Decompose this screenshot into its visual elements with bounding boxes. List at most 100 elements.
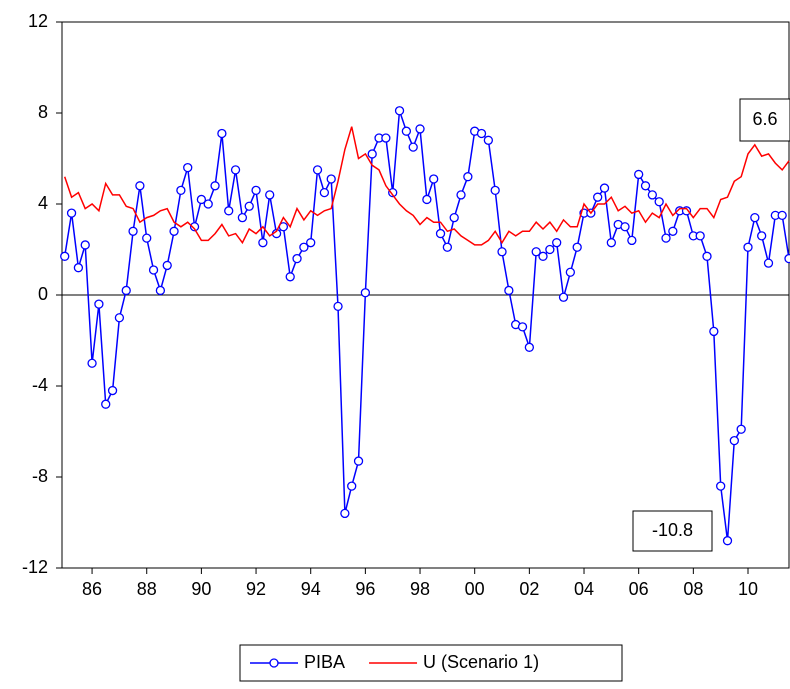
x-tick-label: 00 <box>465 579 485 599</box>
x-tick-label: 88 <box>137 579 157 599</box>
point <box>155 285 166 296</box>
point <box>640 181 651 191</box>
point <box>162 260 172 271</box>
point <box>230 165 241 175</box>
x-tick-label: 94 <box>301 579 321 599</box>
legend-label: PIBA <box>304 652 345 672</box>
series-line <box>63 110 790 541</box>
point <box>80 240 90 250</box>
point <box>217 128 227 139</box>
point <box>490 185 500 196</box>
point <box>319 187 330 198</box>
annotation: -10.8 <box>652 520 693 540</box>
point <box>429 174 439 184</box>
point <box>572 242 582 252</box>
point <box>292 253 302 264</box>
point <box>340 508 350 519</box>
point <box>388 187 398 198</box>
point <box>381 133 391 143</box>
point <box>196 194 207 205</box>
point <box>763 258 774 268</box>
x-tick-label: 98 <box>410 579 430 599</box>
point <box>716 481 726 491</box>
point <box>333 301 343 312</box>
point <box>408 142 418 152</box>
point <box>784 253 790 264</box>
point <box>531 247 541 257</box>
point <box>285 272 295 282</box>
point <box>442 242 453 252</box>
point <box>299 242 309 252</box>
x-tick-label: 90 <box>191 579 211 599</box>
x-tick-label: 04 <box>574 579 594 599</box>
point <box>114 313 125 323</box>
point <box>203 199 213 209</box>
y-tick-label: 12 <box>28 11 48 31</box>
point <box>237 212 248 223</box>
x-tick-label: 06 <box>629 579 649 599</box>
point <box>545 244 555 255</box>
x-tick-label: 86 <box>82 579 102 599</box>
point <box>121 285 131 296</box>
point <box>777 210 787 221</box>
annotation: 6.6 <box>752 109 777 129</box>
point <box>668 226 678 236</box>
point <box>87 358 97 368</box>
point <box>394 106 405 116</box>
point <box>558 292 569 302</box>
point <box>415 124 425 134</box>
point <box>743 242 753 252</box>
point <box>94 299 104 309</box>
y-tick-label: 8 <box>38 102 48 122</box>
point <box>757 231 767 241</box>
point <box>66 208 77 218</box>
series-line <box>63 126 790 246</box>
point <box>148 265 159 275</box>
point <box>599 183 610 193</box>
point <box>709 326 719 337</box>
point <box>736 424 746 434</box>
annotation-box <box>632 510 713 552</box>
point <box>73 263 84 273</box>
point <box>695 231 705 241</box>
point <box>128 226 138 236</box>
point <box>401 126 412 136</box>
legend-label: U (Scenario 1) <box>423 652 539 672</box>
x-tick-label: 92 <box>246 579 266 599</box>
point <box>504 285 514 296</box>
legend-box <box>239 644 623 682</box>
y-tick-label: 4 <box>38 193 48 213</box>
point <box>367 149 377 159</box>
point <box>702 251 712 261</box>
x-tick-label: 02 <box>519 579 539 599</box>
point <box>326 174 336 184</box>
point <box>729 435 739 446</box>
y-tick-label: -12 <box>22 557 48 577</box>
x-tick-label: 96 <box>355 579 375 599</box>
point <box>189 222 200 232</box>
point <box>476 128 487 139</box>
point <box>224 206 234 216</box>
point <box>538 251 548 261</box>
point <box>251 185 261 196</box>
point <box>552 238 562 248</box>
point <box>435 228 446 239</box>
point <box>565 267 576 277</box>
point <box>422 194 432 205</box>
annotation-box <box>739 98 790 142</box>
point <box>634 169 644 180</box>
point <box>265 190 275 200</box>
point <box>169 226 179 236</box>
x-tick-label: 08 <box>683 579 703 599</box>
point <box>593 192 603 202</box>
y-tick-label: -8 <box>32 466 48 486</box>
point <box>750 212 760 223</box>
point <box>176 185 186 196</box>
point <box>722 536 733 546</box>
point <box>210 181 220 191</box>
point <box>647 190 657 200</box>
x-tick-label: 10 <box>738 579 758 599</box>
point <box>620 222 630 232</box>
point <box>517 322 528 332</box>
